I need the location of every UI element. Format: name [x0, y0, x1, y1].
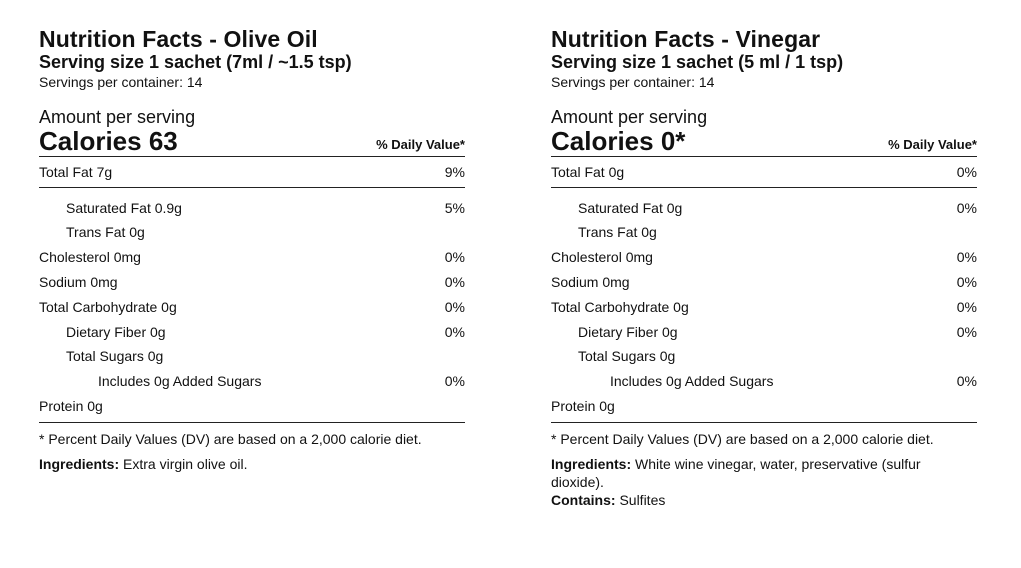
nutrient-row-sodium: Sodium 0mg 0% [39, 270, 465, 295]
nutrient-row-dietary-fiber: Dietary Fiber 0g 0% [551, 319, 977, 344]
nutrient-dv: 9% [444, 164, 465, 180]
contains-label: Contains: [551, 491, 616, 508]
amount-per-serving-label: Amount per serving [551, 107, 708, 127]
nutrient-dv: 0% [956, 323, 977, 340]
nutrient-label: Total Carbohydrate 0g [39, 298, 177, 315]
nutrient-label: Includes 0g Added Sugars [610, 373, 774, 390]
nutrient-row-total-carbohydrate: Total Carbohydrate 0g 0% [551, 294, 977, 319]
nutrient-dv: 0% [956, 373, 977, 390]
nutrient-label: Includes 0g Added Sugars [98, 373, 262, 390]
nutrient-label: Trans Fat 0g [578, 224, 657, 241]
nutrient-row-total-sugars: Total Sugars 0g [551, 344, 977, 369]
nutrient-row-protein: Protein 0g [551, 394, 977, 423]
nutrient-row-added-sugars: Includes 0g Added Sugars 0% [551, 369, 977, 394]
ingredients-label: Ingredients: [39, 455, 120, 472]
contains-text: Sulfites [615, 491, 666, 508]
nutrient-row-total-fat: Total Fat 0g 0% [551, 157, 977, 188]
calories-row: Calories 63 % Daily Value* [39, 126, 465, 157]
nutrient-label: Total Fat 7g [39, 164, 113, 180]
nutrient-dv: 0% [956, 164, 977, 180]
calories-value: Calories 0* [551, 126, 686, 156]
nutrient-dv: 0% [444, 249, 465, 266]
ingredients-text: Extra virgin olive oil. [119, 455, 248, 472]
nutrient-dv: 0% [956, 298, 977, 315]
panel-title: Nutrition Facts - Vinegar [551, 26, 821, 52]
daily-value-header: % Daily Value* [376, 137, 465, 152]
nutrient-row-cholesterol: Cholesterol 0mg 0% [551, 245, 977, 270]
ingredients: Ingredients: Extra virgin olive oil. [39, 455, 419, 473]
contains: Contains: Sulfites [551, 491, 977, 509]
nutrient-label: Dietary Fiber 0g [578, 323, 678, 340]
nutrient-row-added-sugars: Includes 0g Added Sugars 0% [39, 369, 465, 394]
nutrient-dv: 0% [444, 373, 465, 390]
servings-per-container: Servings per container: 14 [39, 74, 203, 90]
nutrient-label: Sodium 0mg [39, 273, 118, 290]
nutrient-row-trans-fat: Trans Fat 0g [39, 220, 465, 245]
nutrient-dv: 0% [956, 199, 977, 216]
nutrient-label: Trans Fat 0g [66, 224, 145, 241]
dv-footnote: * Percent Daily Values (DV) are based on… [39, 430, 422, 447]
nutrient-label: Saturated Fat 0.9g [66, 199, 182, 216]
nutrient-label: Cholesterol 0mg [39, 249, 141, 266]
ingredients-label: Ingredients: [551, 455, 632, 472]
nutrient-label: Dietary Fiber 0g [66, 323, 166, 340]
nutrient-label: Cholesterol 0mg [551, 249, 653, 266]
nutrient-row-saturated-fat: Saturated Fat 0.9g 5% [39, 188, 465, 220]
nutrient-label: Total Sugars 0g [578, 348, 676, 365]
nutrient-dv: 0% [444, 273, 465, 290]
nutrient-dv: 0% [956, 273, 977, 290]
nutrient-row-saturated-fat: Saturated Fat 0g 0% [551, 188, 977, 220]
nutrient-row-cholesterol: Cholesterol 0mg 0% [39, 245, 465, 270]
nutrient-row-trans-fat: Trans Fat 0g [551, 220, 977, 245]
nutrition-panel-vinegar: Nutrition Facts - Vinegar Serving size 1… [551, 26, 977, 509]
ingredients-text: White wine vinegar, water, preservative … [551, 455, 921, 490]
nutrient-row-total-sugars: Total Sugars 0g [39, 344, 465, 369]
nutrient-dv: 0% [444, 323, 465, 340]
nutrient-label: Protein 0g [39, 397, 103, 414]
nutrient-label: Total Sugars 0g [66, 348, 164, 365]
daily-value-header: % Daily Value* [888, 137, 977, 152]
nutrient-row-total-fat: Total Fat 7g 9% [39, 157, 465, 188]
serving-size: Serving size 1 sachet (5 ml / 1 tsp) [551, 52, 844, 72]
calories-value: Calories 63 [39, 126, 178, 156]
nutrient-label: Total Fat 0g [551, 164, 625, 180]
amount-per-serving-label: Amount per serving [39, 107, 196, 127]
nutrient-row-dietary-fiber: Dietary Fiber 0g 0% [39, 319, 465, 344]
nutrient-dv: 5% [444, 199, 465, 216]
nutrient-label: Saturated Fat 0g [578, 199, 683, 216]
nutrition-panel-olive-oil: Nutrition Facts - Olive Oil Serving size… [39, 26, 465, 473]
nutrient-label: Total Carbohydrate 0g [551, 298, 689, 315]
nutrient-label: Sodium 0mg [551, 273, 630, 290]
nutrient-row-total-carbohydrate: Total Carbohydrate 0g 0% [39, 294, 465, 319]
calories-row: Calories 0* % Daily Value* [551, 126, 977, 157]
nutrient-dv: 0% [444, 298, 465, 315]
nutrient-row-protein: Protein 0g [39, 394, 465, 423]
nutrient-row-sodium: Sodium 0mg 0% [551, 270, 977, 295]
dv-footnote: * Percent Daily Values (DV) are based on… [551, 430, 934, 447]
nutrient-label: Protein 0g [551, 397, 615, 414]
nutrient-dv: 0% [956, 249, 977, 266]
serving-size: Serving size 1 sachet (7ml / ~1.5 tsp) [39, 52, 352, 72]
servings-per-container: Servings per container: 14 [551, 74, 715, 90]
panel-title: Nutrition Facts - Olive Oil [39, 26, 318, 52]
ingredients: Ingredients: White wine vinegar, water, … [551, 455, 931, 491]
